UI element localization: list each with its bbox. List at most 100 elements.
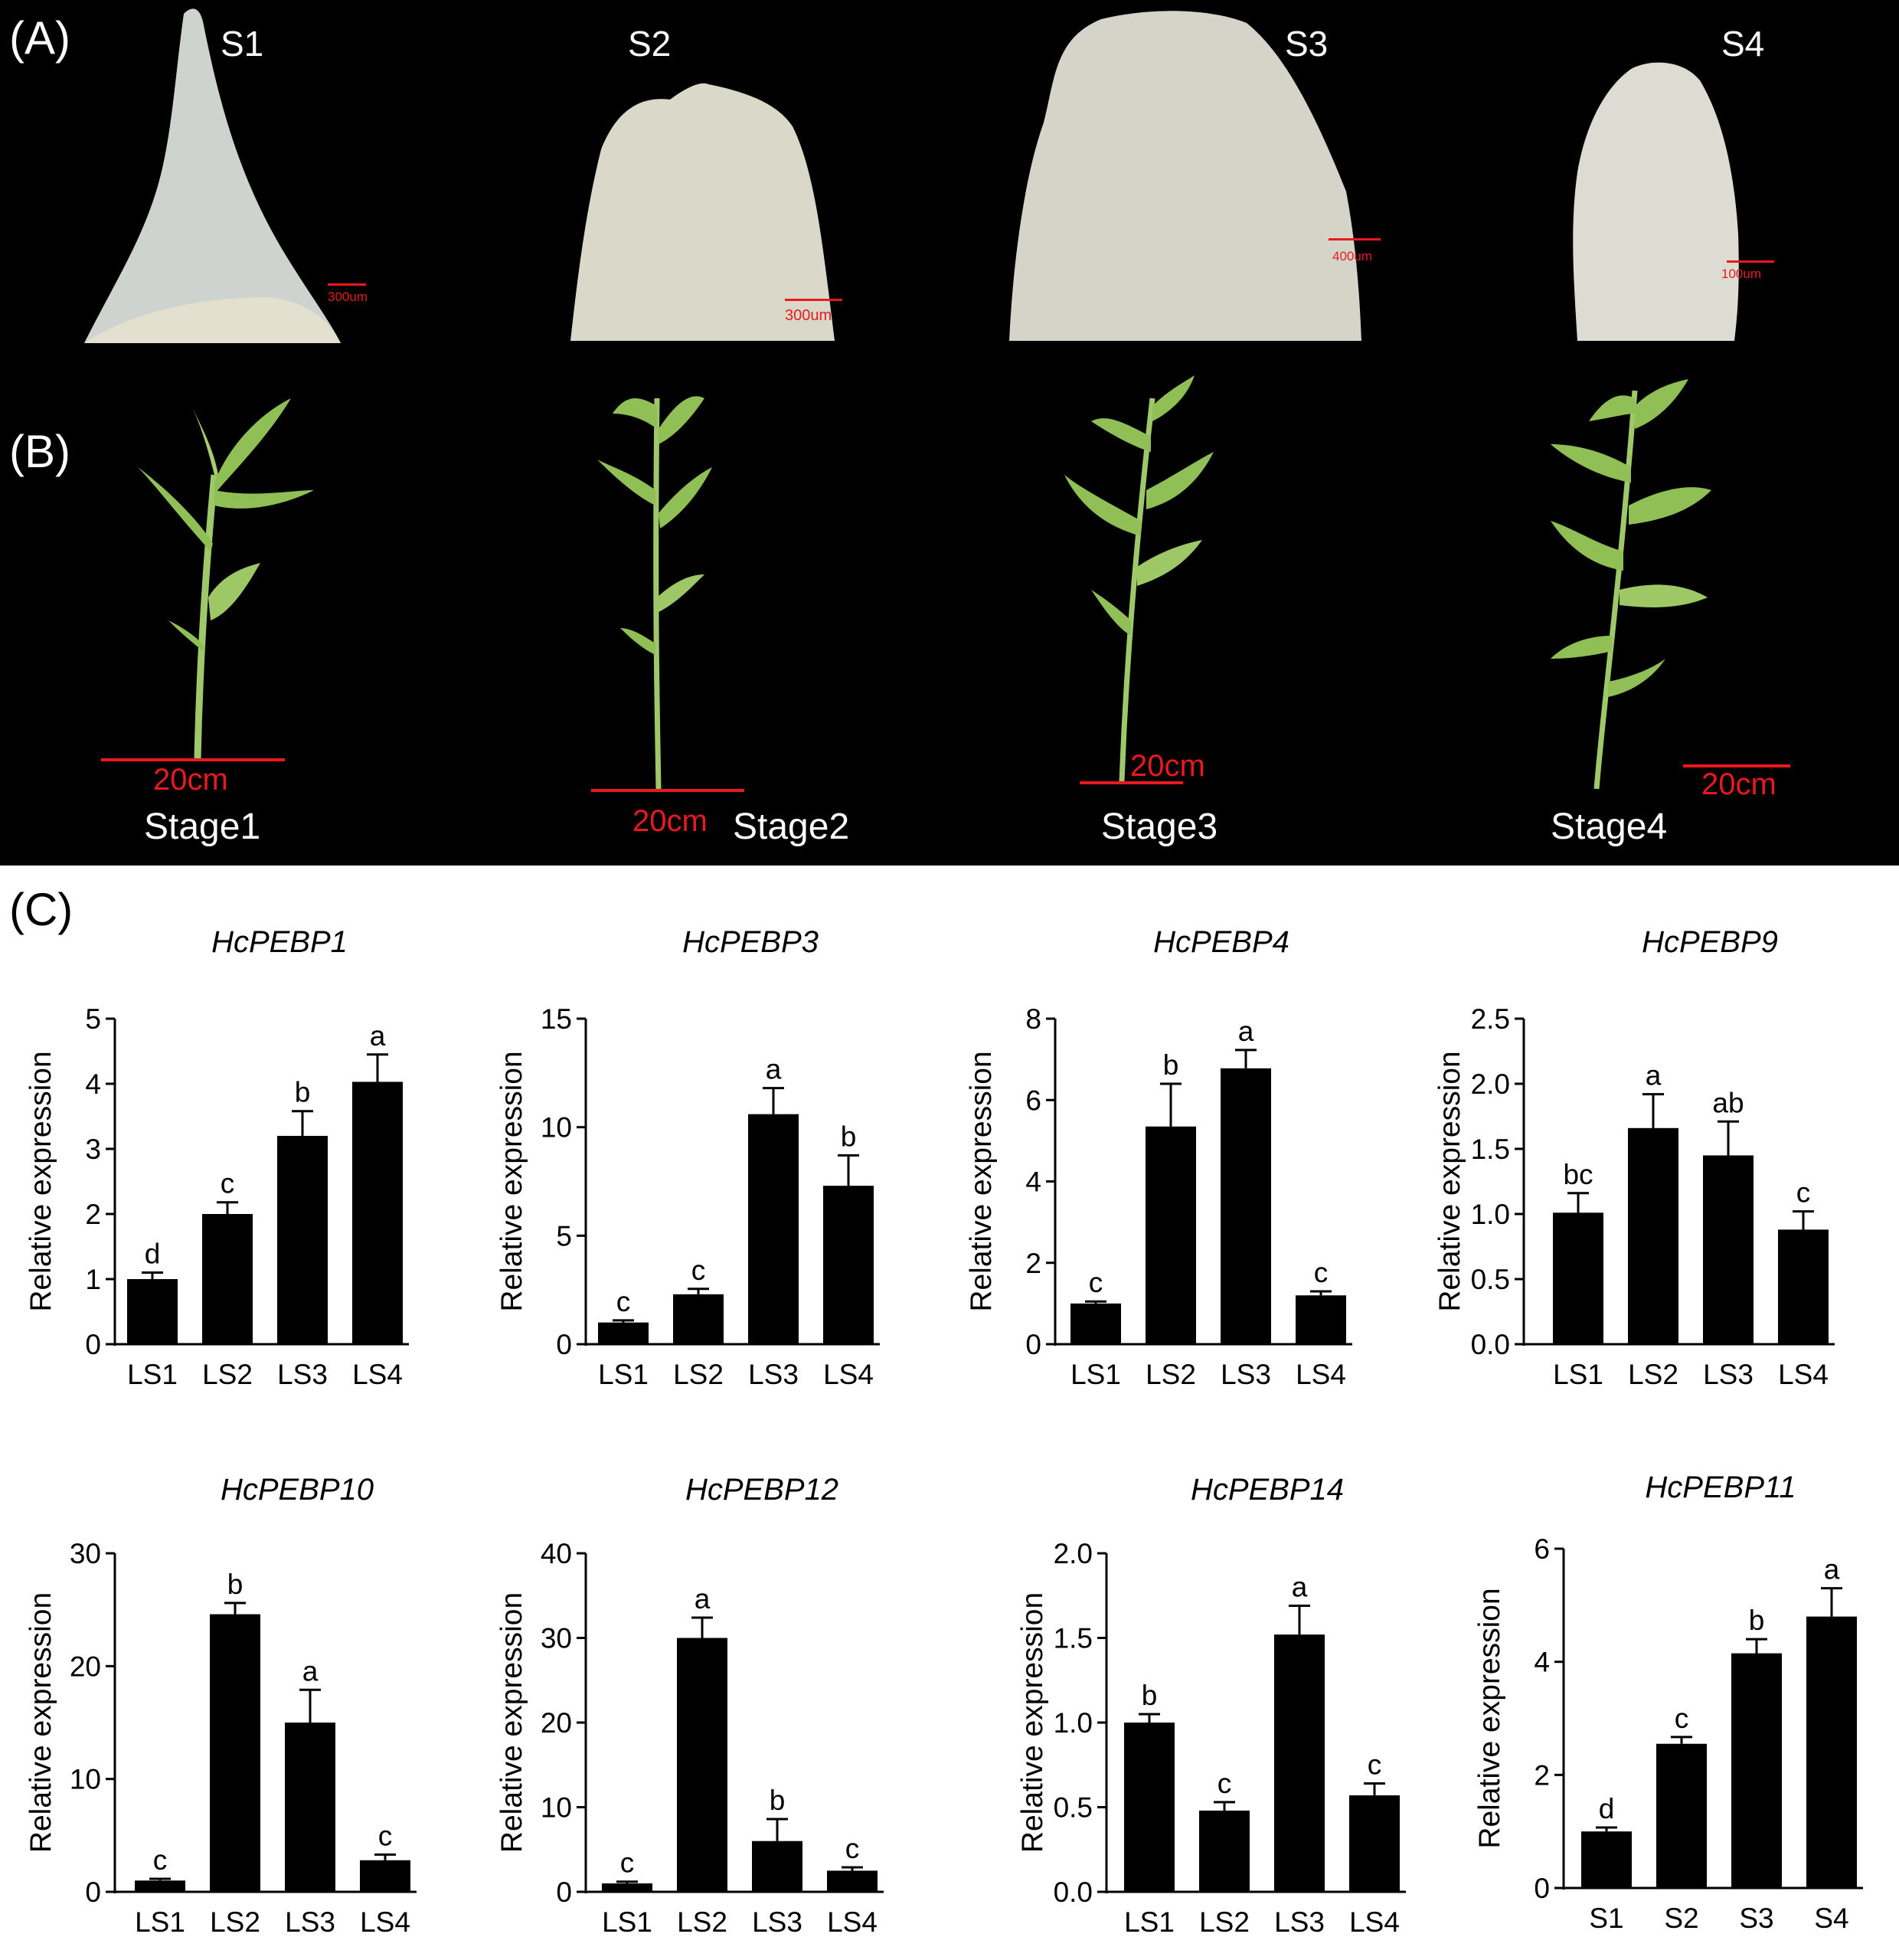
significance-letter: c [1796,1177,1811,1209]
bar-ls4 [1349,1795,1400,1892]
significance-letter: c [378,1820,393,1851]
x-tick-label: LS4 [1349,1906,1400,1938]
y-tick-label: 2.0 [1471,1068,1510,1100]
bar-ls1 [1553,1212,1603,1344]
y-tick-label: 20 [541,1707,572,1739]
y-tick-label: 2.5 [1471,1003,1510,1035]
tissue-scale-s1: 300um [328,290,368,304]
bar-ls1 [1070,1303,1121,1344]
tissue-scalebar-s2 [785,299,842,301]
chart-title: HcPEBP3 [682,925,819,959]
tissue-scale-s4: 100um [1721,267,1761,281]
y-axis-label: Relative expression [495,1051,528,1311]
bar-ls1 [135,1880,185,1892]
tissue-image-s4 [1573,62,1739,341]
chart-title: HcPEBP4 [1153,925,1289,959]
bar-ls3 [1274,1634,1325,1892]
plant-scalebar-stage4 [1683,764,1790,767]
y-tick-label: 4 [1534,1647,1550,1678]
significance-letter: a [1824,1554,1840,1585]
panel-label-a: (A) [9,12,70,64]
significance-letter: b [295,1077,311,1108]
x-tick-label: LS4 [1296,1359,1346,1390]
y-tick-label: 0.5 [1471,1264,1510,1295]
bar-ls4 [823,1186,874,1344]
y-tick-label: 2 [1025,1248,1041,1279]
tissue-label-s3: S3 [1285,24,1329,64]
y-tick-label: 1.0 [1471,1199,1510,1230]
significance-letter: c [845,1833,860,1864]
chart-title: HcPEBP14 [1191,1473,1344,1507]
significance-letter: b [841,1121,857,1153]
y-tick-label: 0 [1025,1329,1041,1360]
y-tick-label: 0 [556,1329,572,1360]
x-tick-label: LS1 [127,1359,178,1390]
y-tick-label: 0 [556,1877,572,1908]
y-tick-label: 1 [85,1264,101,1295]
tissue-image-s1 [84,8,341,343]
significance-letter: b [1749,1605,1765,1636]
x-tick-label: LS3 [748,1359,799,1390]
x-tick-label: LS2 [1199,1906,1250,1938]
y-tick-label: 6 [1534,1533,1550,1565]
bar-ls4 [827,1870,878,1892]
x-tick-label: LS2 [202,1359,253,1390]
x-tick-label: LS3 [1221,1359,1271,1390]
significance-letter: b [1163,1049,1179,1081]
significance-letter: d [145,1238,161,1270]
tissue-label-s2: S2 [628,24,672,64]
x-tick-label: LS1 [135,1906,185,1938]
tissue-scalebar-s4 [1727,260,1774,263]
chart-hcpebp3: HcPEBP3 Relative expression 0 5 10 15 c LS1 c LS2… [495,925,880,1390]
x-tick-label: LS1 [1124,1906,1175,1938]
bar-ls2 [677,1638,727,1892]
tissue-scale-s2: 300um [785,307,832,324]
plant-scale-stage3: 20cm [1130,749,1205,783]
y-tick-label: 30 [541,1623,572,1654]
chart-hcpebp10: HcPEBP10 Relative expression 0 10 20 30 c LS1 b L… [25,1473,417,1938]
bar-ls2 [202,1214,253,1344]
bar-ls3 [1703,1155,1754,1344]
plant-label-stage3: Stage3 [1101,807,1218,847]
x-tick-label: LS4 [352,1359,403,1390]
chart-title: HcPEBP9 [1642,925,1778,959]
y-tick-label: 2 [85,1199,101,1230]
significance-letter: a [302,1655,319,1687]
significance-letter: b [770,1785,786,1816]
y-tick-label: 0.0 [1054,1877,1093,1908]
y-tick-label: 30 [70,1538,101,1569]
significance-letter: a [1238,1016,1254,1047]
y-tick-label: 4 [85,1068,101,1100]
y-tick-label: 0.5 [1054,1792,1093,1824]
plant-scalebar-stage2 [591,789,744,792]
y-tick-label: 1.5 [1054,1623,1093,1654]
significance-letter: c [691,1255,706,1286]
y-tick-label: 1.0 [1054,1707,1093,1739]
y-axis-label: Relative expression [25,1051,57,1311]
significance-letter: c [616,1286,631,1317]
bar-s2 [1656,1743,1707,1888]
y-tick-label: 40 [541,1538,572,1569]
bar-ls4 [352,1081,403,1344]
x-tick-label: LS3 [277,1359,328,1390]
tissue-scale-s3: 400um [1332,249,1372,263]
bar-ls3 [752,1841,802,1892]
x-tick-label: LS3 [752,1906,802,1938]
y-tick-label: 6 [1025,1085,1041,1116]
y-axis-label: Relative expression [1473,1588,1506,1848]
bar-s4 [1806,1616,1857,1888]
significance-letter: c [1218,1768,1232,1799]
significance-letter: a [766,1054,782,1085]
x-tick-label: LS1 [598,1359,649,1390]
panel-label-c: (C) [9,884,74,935]
bar-ls3 [285,1723,335,1892]
y-tick-label: 10 [541,1792,572,1824]
significance-letter: c [1314,1257,1329,1288]
significance-letter: c [1089,1267,1103,1298]
significance-letter: b [227,1569,244,1600]
panel-label-b: (B) [9,426,70,477]
plant-scale-stage2: 20cm [632,804,708,838]
plant-label-stage2: Stage2 [733,807,850,847]
